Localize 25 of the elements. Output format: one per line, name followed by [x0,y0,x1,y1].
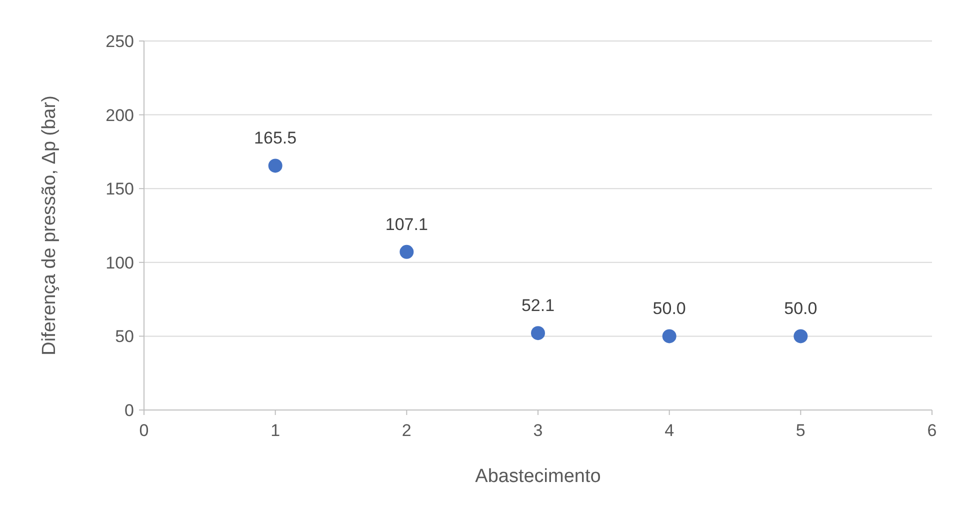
data-label: 107.1 [385,214,428,234]
x-tick-label: 5 [796,421,806,440]
y-tick-label: 100 [106,253,134,272]
data-label: 52.1 [521,296,555,316]
data-label: 50.0 [784,299,818,318]
y-tick-label: 150 [106,180,134,199]
data-label: 50.0 [652,299,686,318]
x-tick-label: 6 [927,421,937,440]
data-label: 165.5 [254,128,297,148]
point [662,329,676,344]
point [794,329,808,344]
x-tick-label: 4 [664,421,674,440]
point [531,326,545,340]
x-tick-label: 2 [402,421,412,440]
x-tick-label: 1 [270,421,280,440]
y-tick-label: 250 [106,32,134,51]
y-tick-label: 0 [124,400,134,420]
point [400,244,414,259]
y-axis-title: Diferença de pressão, Δp (bar) [39,96,60,356]
x-tick-label: 3 [533,421,543,440]
y-tick-label: 50 [115,327,134,346]
point [268,158,282,173]
x-tick-label: 0 [139,421,149,440]
y-tick-label: 200 [106,106,134,125]
x-axis-title: Abastecimento [475,466,601,487]
